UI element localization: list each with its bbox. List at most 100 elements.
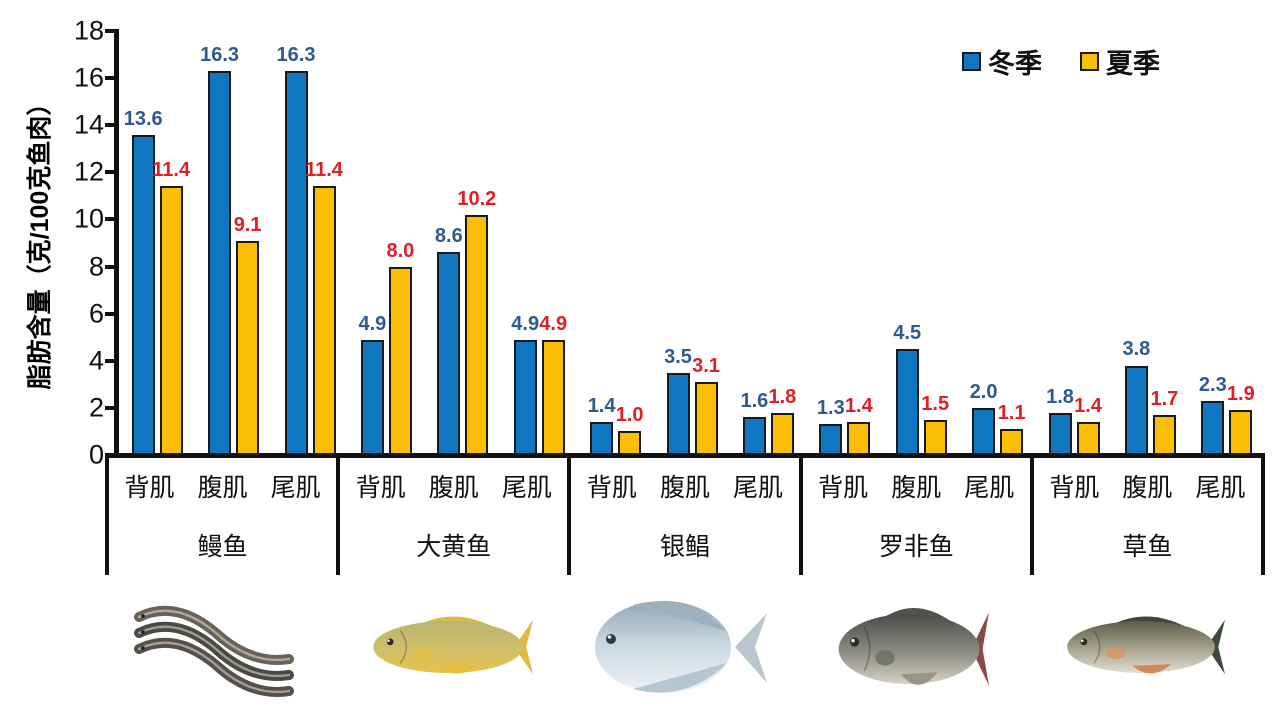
muscle-label: 背肌: [124, 474, 175, 502]
y-tick-mark: [105, 264, 119, 269]
fish-name-label: 银鲳: [660, 533, 711, 561]
legend-entry-winter[interactable]: 冬季: [962, 42, 1042, 81]
muscle-label: 腹肌: [197, 474, 248, 502]
x-axis-line: [105, 453, 1265, 458]
bar-winter: [513, 339, 537, 455]
croaker-photo: [373, 616, 533, 674]
bar-value-label: 2.0: [969, 380, 998, 403]
bar-summer: [312, 186, 336, 455]
fish-group-column: 背肌 腹肌 尾肌鳗鱼: [109, 457, 341, 575]
bar-value-label: 1.8: [768, 385, 797, 408]
y-tick-mark: [105, 453, 119, 457]
bar-value-label: 1.9: [1226, 383, 1255, 406]
bar-value-label: 1.1: [997, 402, 1026, 425]
y-tick-label: 6: [88, 298, 104, 329]
muscle-label-row: 背肌 腹肌 尾肌: [571, 457, 798, 515]
chart-legend: 冬季 夏季: [962, 42, 1160, 81]
plot-area: 13.6 11.4 16.3 9.1 16.3 11.4 4.9 8.0 8.6 10.2 4.9 4…: [119, 31, 1265, 455]
muscle-label: 尾肌: [501, 474, 552, 502]
bar-value-label: 1.7: [1150, 387, 1179, 410]
fish-group-column: 背肌 腹肌 尾肌银鲳: [571, 457, 803, 575]
bar-value-label: 1.3: [816, 397, 845, 420]
muscle-label: 背肌: [586, 474, 637, 502]
bar-summer: [847, 422, 871, 455]
fish-photo-cell: [1033, 578, 1265, 720]
bar-summer: [618, 431, 642, 455]
bar-winter: [1048, 412, 1072, 455]
bar-value-label: 8.6: [434, 225, 463, 248]
muscle-label-row: 背肌 腹肌 尾肌: [1034, 457, 1261, 515]
carp-photo: [1067, 616, 1225, 674]
bar-value-label: 10.2: [457, 187, 497, 210]
y-tick-label: 18: [73, 15, 104, 46]
bar-value-label: 1.8: [1046, 385, 1074, 408]
fish-group-column: 背肌 腹肌 尾肌 草鱼: [1034, 457, 1261, 575]
legend-swatch-icon: [1080, 52, 1099, 71]
bar-value-label: 4.5: [893, 322, 922, 344]
fish-name-label: 大黄鱼: [416, 533, 492, 561]
bar-summer: [388, 266, 412, 455]
legend-label: 冬季: [988, 49, 1042, 79]
muscle-label: 背肌: [355, 474, 406, 502]
fish-group-column: 背肌 腹肌 尾肌 罗非鱼: [803, 457, 1034, 575]
bar-winter: [360, 339, 384, 455]
x-axis-category-table: 背肌 腹肌 尾肌 鳗鱼 背肌 腹肌 尾肌 大黄鱼 背肌 腹肌 尾肌 银鲳 背肌 腹肌 尾肌 罗非鱼 背肌 腹肌 尾肌…: [105, 457, 1265, 575]
y-tick-mark: [105, 405, 119, 410]
fish-name-label: 鳗鱼: [197, 533, 248, 561]
muscle-label: 腹肌: [1122, 474, 1173, 502]
y-tick-mark: [105, 311, 119, 316]
muscle-label: 尾肌: [733, 474, 784, 502]
muscle-label: 背肌: [1049, 474, 1100, 502]
y-tick-mark: [105, 170, 119, 175]
fish-group-column: 背肌 腹肌 尾肌大黄鱼: [340, 457, 572, 575]
bar-value-label: 3.5: [664, 345, 692, 368]
bar-value-label: 3.1: [692, 354, 720, 377]
muscle-label: 尾肌: [1195, 474, 1246, 502]
tilapia-photo: [838, 607, 989, 686]
y-axis-line: [114, 31, 119, 457]
legend-swatch-icon: [962, 52, 981, 71]
y-tick-label: 2: [88, 392, 104, 423]
y-tick-label: 4: [88, 345, 104, 376]
bar-winter: [1201, 400, 1225, 455]
bar-winter: [437, 252, 461, 455]
y-tick-mark: [105, 76, 119, 81]
bar-winter: [895, 349, 919, 455]
legend-entry-summer[interactable]: 夏季: [1080, 42, 1160, 81]
muscle-label-row: 背肌 腹肌 尾肌: [803, 457, 1030, 515]
bar-value-label: 4.9: [358, 312, 387, 335]
muscle-label: 背肌: [818, 474, 869, 502]
y-tick-label: 0: [88, 439, 104, 470]
bar-value-label: 16.3: [200, 44, 240, 67]
y-tick-mark: [105, 29, 119, 33]
fish-photo-cell: [105, 578, 337, 720]
bar-winter: [131, 134, 155, 455]
muscle-label: 尾肌: [964, 474, 1015, 502]
bar-value-label: 9.1: [233, 213, 262, 236]
bar-summer: [1229, 410, 1253, 455]
bar-summer: [1076, 422, 1100, 455]
fish-photo-cell: [569, 578, 801, 720]
bar-value-label: 11.4: [305, 159, 343, 182]
bar-value-label: 4.9: [539, 312, 568, 335]
y-tick-mark: [105, 358, 119, 363]
muscle-label-row: 背肌 腹肌 尾肌: [340, 457, 567, 515]
muscle-label: 腹肌: [428, 474, 479, 502]
bar-summer: [770, 412, 794, 455]
eel-photo: [134, 605, 294, 697]
bar-value-label: 11.4: [152, 159, 191, 182]
muscle-label: 腹肌: [891, 474, 942, 502]
bar-winter: [284, 71, 308, 455]
y-tick-label: 14: [73, 109, 104, 140]
bar-value-label: 1.6: [740, 390, 769, 413]
bar-winter: [972, 407, 996, 455]
bar-winter: [208, 71, 232, 455]
y-tick-mark: [105, 123, 119, 128]
muscle-label: 尾肌: [270, 474, 321, 502]
bar-value-label: 4.9: [511, 312, 540, 335]
bar-winter: [742, 417, 766, 455]
y-axis-tick-labels: 18 16 14 12 10 8 6 4 2 0: [42, 0, 104, 720]
bar-summer: [923, 419, 947, 455]
bar-value-label: 1.0: [615, 404, 644, 427]
bar-value-label: 8.0: [386, 239, 415, 262]
